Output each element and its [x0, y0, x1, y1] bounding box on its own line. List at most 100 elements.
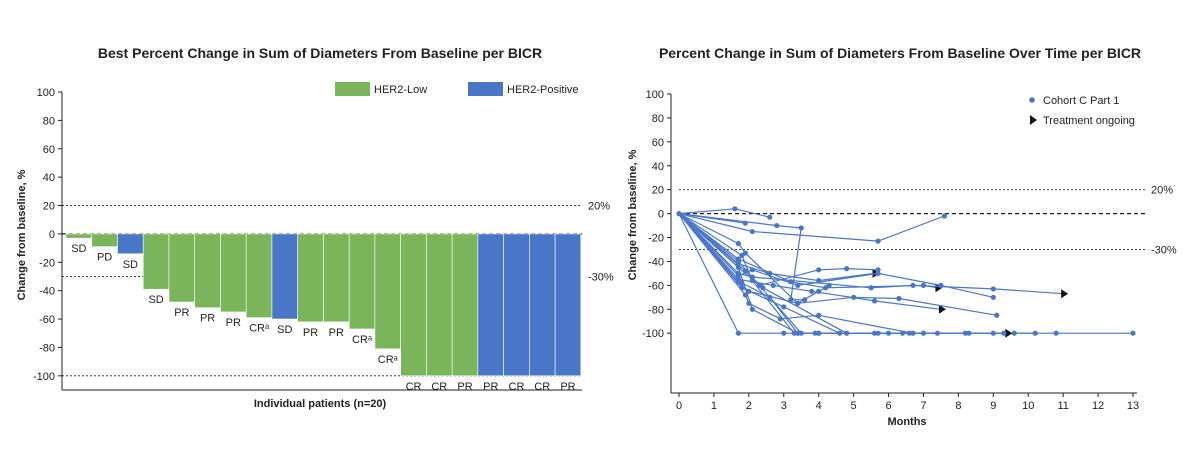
spider-x-tick-label: 1: [711, 400, 717, 412]
spider-chart-title: Percent Change in Sum of Diameters From …: [659, 45, 1141, 61]
waterfall-bar: [297, 233, 324, 323]
spider-data-point: [735, 330, 741, 336]
spider-series-line: [678, 213, 903, 334]
waterfall-y-tick-label: -80: [39, 342, 55, 354]
spider-y-tick-label: 80: [652, 113, 664, 125]
spider-y-tick-label: -60: [648, 280, 664, 292]
waterfall-y-tick-label: -20: [39, 257, 55, 269]
legend-label-her2-positive: HER2-Positive: [507, 84, 579, 96]
waterfall-bar: [245, 233, 273, 318]
spider-data-point: [910, 282, 916, 288]
spider-data-point: [735, 240, 741, 247]
waterfall-bar-label: SD: [148, 294, 163, 306]
spider-x-tick-label: 8: [955, 400, 961, 412]
waterfall-chart-title: Best Percent Change in Sum of Diameters …: [98, 45, 542, 61]
spider-chart: Percent Change in Sum of Diameters From …: [627, 45, 1177, 428]
waterfall-bar-label: CR: [509, 381, 525, 393]
spider-ongoing-marker: [1061, 289, 1069, 299]
spider-data-point: [816, 330, 822, 336]
spider-y-tick-label: 20: [652, 185, 664, 197]
spider-data-point: [749, 228, 755, 235]
waterfall-bar-label: PR: [560, 381, 575, 393]
waterfall-bar: [271, 233, 298, 320]
spider-data-point: [1032, 330, 1038, 336]
spider-x-tick-label: 13: [1127, 400, 1139, 412]
waterfall-bar: [323, 233, 350, 323]
waterfall-bar: [91, 233, 118, 247]
waterfall-bar-label: CR: [406, 381, 422, 393]
spider-data-point: [823, 285, 829, 291]
spider-data-point: [767, 214, 773, 220]
waterfall-y-tick-label: 100: [37, 87, 55, 99]
spider-data-point: [795, 282, 801, 288]
spider-x-tick-label: 0: [676, 400, 682, 412]
waterfall-y-tick-label: 40: [43, 172, 55, 184]
spider-y-axis-label: Change from baseline, %: [627, 149, 639, 280]
spider-y-tick-label: -20: [648, 233, 664, 245]
spider-data-point: [1053, 330, 1059, 336]
waterfall-bar: [503, 233, 530, 377]
spider-data-point: [749, 267, 755, 273]
waterfall-bar-label: PR: [226, 317, 241, 329]
spider-data-point: [795, 300, 801, 306]
spider-data-point: [844, 266, 850, 272]
waterfall-y-tick-label: -40: [39, 286, 55, 298]
spider-data-point: [1001, 330, 1007, 336]
spider-ongoing-marker: [938, 304, 946, 314]
legend-label-cohort: Cohort C Part 1: [1043, 95, 1119, 107]
spider-x-axis-label: Months: [887, 416, 926, 428]
spider-ongoing-marker: [1005, 328, 1013, 338]
spider-x-tick-label: 3: [781, 400, 787, 412]
spider-data-point: [875, 238, 881, 244]
waterfall-y-tick-label: 80: [43, 115, 55, 127]
waterfall-x-axis-label: Individual patients (n=20): [254, 398, 387, 410]
legend-marker-ongoing: [1030, 115, 1037, 125]
legend-label-ongoing: Treatment ongoing: [1043, 115, 1135, 127]
waterfall-bar-label: PR: [174, 307, 189, 319]
spider-data-point: [739, 285, 745, 291]
waterfall-y-tick-label: 20: [43, 201, 55, 213]
spider-ongoing-marker: [935, 283, 943, 293]
spider-data-point: [795, 330, 801, 336]
spider-x-tick-label: 12: [1092, 400, 1104, 412]
waterfall-chart: Best Percent Change in Sum of Diameters …: [16, 45, 614, 410]
spider-data-point: [896, 295, 902, 302]
waterfall-bar: [426, 233, 453, 377]
spider-data-point: [749, 306, 755, 312]
waterfall-y-tick-label: -100: [33, 371, 55, 383]
spider-data-point: [994, 312, 1000, 318]
waterfall-bar: [142, 233, 170, 290]
spider-x-tick-label: 5: [851, 400, 857, 412]
waterfall-bar: [65, 233, 93, 239]
spider-data-point: [739, 280, 745, 286]
waterfall-bar: [117, 233, 144, 255]
spider-x-tick-label: 6: [885, 400, 891, 412]
spider-data-point: [739, 252, 745, 259]
waterfall-bar: [374, 233, 401, 350]
spider-x-tick-label: 2: [746, 400, 752, 412]
waterfall-bar: [451, 233, 479, 377]
spider-y-tick-label: 60: [652, 137, 664, 149]
spider-series-line: [678, 213, 997, 316]
spider-data-point: [938, 282, 944, 288]
waterfall-bar-label: PR: [329, 327, 344, 339]
spider-data-point: [781, 330, 787, 336]
spider-data-point: [816, 312, 822, 318]
waterfall-bar-label: SD: [71, 243, 86, 255]
waterfall-bar-label: CRᵃ: [352, 334, 373, 346]
waterfall-bar-label: CRᵃ: [378, 354, 399, 366]
waterfall-bar: [220, 233, 247, 313]
spider-data-point: [742, 268, 748, 274]
spider-data-point: [732, 206, 738, 212]
waterfall-bar: [554, 233, 582, 377]
spider-data-point: [990, 286, 996, 292]
waterfall-y-tick-label: 60: [43, 144, 55, 156]
waterfall-y-tick-label: -60: [39, 314, 55, 326]
spider-legend: Cohort C Part 1 Treatment ongoing: [1029, 95, 1135, 127]
waterfall-bar-label: PR: [457, 381, 472, 393]
spider-reference-label: -30%: [1151, 244, 1177, 256]
spider-data-point: [990, 294, 996, 300]
spider-y-tick-label: 40: [652, 161, 664, 173]
spider-series-line: [678, 213, 945, 242]
